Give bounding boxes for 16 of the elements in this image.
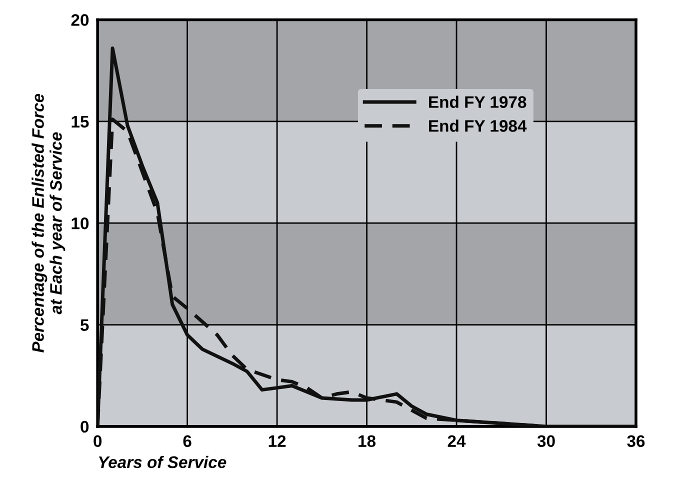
x-tick-label: 0 (94, 435, 102, 448)
x-tick-label: 6 (183, 435, 192, 448)
y-tick-label: 20 (71, 14, 89, 26)
x-tick-label: 12 (268, 435, 286, 447)
legend-label: End FY 1984 (429, 120, 527, 132)
x-tick-label: 18 (358, 435, 376, 448)
y-axis-title: Percentage of the Enlisted Force at Each year of Service (32, 94, 66, 352)
legend-label: End FY 1978 (429, 96, 526, 108)
y-tick-label: 0 (80, 420, 89, 433)
x-axis-title: Years of Service (98, 456, 226, 468)
x-tick-label: 24 (448, 435, 466, 447)
x-tick-label: 30 (537, 435, 555, 448)
y-tick-label: 5 (80, 319, 89, 331)
x-tick-label: 36 (627, 435, 645, 448)
y-tick-label: 15 (72, 116, 89, 128)
y-tick-label: 10 (72, 217, 89, 230)
